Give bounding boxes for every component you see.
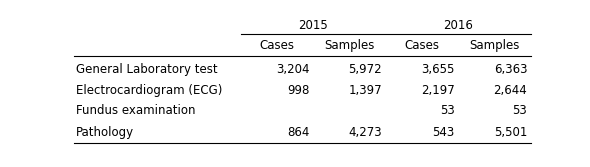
Text: 4,273: 4,273 bbox=[349, 126, 382, 139]
Text: 53: 53 bbox=[440, 104, 455, 117]
Text: Pathology: Pathology bbox=[76, 126, 134, 139]
Text: 2015: 2015 bbox=[299, 19, 328, 32]
Text: 5,972: 5,972 bbox=[349, 63, 382, 76]
Text: 3,655: 3,655 bbox=[421, 63, 455, 76]
Text: Cases: Cases bbox=[405, 39, 440, 52]
Text: General Laboratory test: General Laboratory test bbox=[76, 63, 218, 76]
Text: Fundus examination: Fundus examination bbox=[76, 104, 195, 117]
Text: 998: 998 bbox=[287, 84, 310, 97]
Text: 53: 53 bbox=[513, 104, 527, 117]
Text: 6,363: 6,363 bbox=[494, 63, 527, 76]
Text: Cases: Cases bbox=[260, 39, 294, 52]
Text: 5,501: 5,501 bbox=[494, 126, 527, 139]
Text: 2016: 2016 bbox=[444, 19, 473, 32]
Text: Electrocardiogram (ECG): Electrocardiogram (ECG) bbox=[76, 84, 222, 97]
Text: 864: 864 bbox=[287, 126, 310, 139]
Text: 543: 543 bbox=[432, 126, 455, 139]
Text: 3,204: 3,204 bbox=[276, 63, 310, 76]
Text: 2,197: 2,197 bbox=[421, 84, 455, 97]
Text: 1,397: 1,397 bbox=[349, 84, 382, 97]
Text: Samples: Samples bbox=[324, 39, 375, 52]
Text: 2,644: 2,644 bbox=[494, 84, 527, 97]
Text: Samples: Samples bbox=[470, 39, 520, 52]
